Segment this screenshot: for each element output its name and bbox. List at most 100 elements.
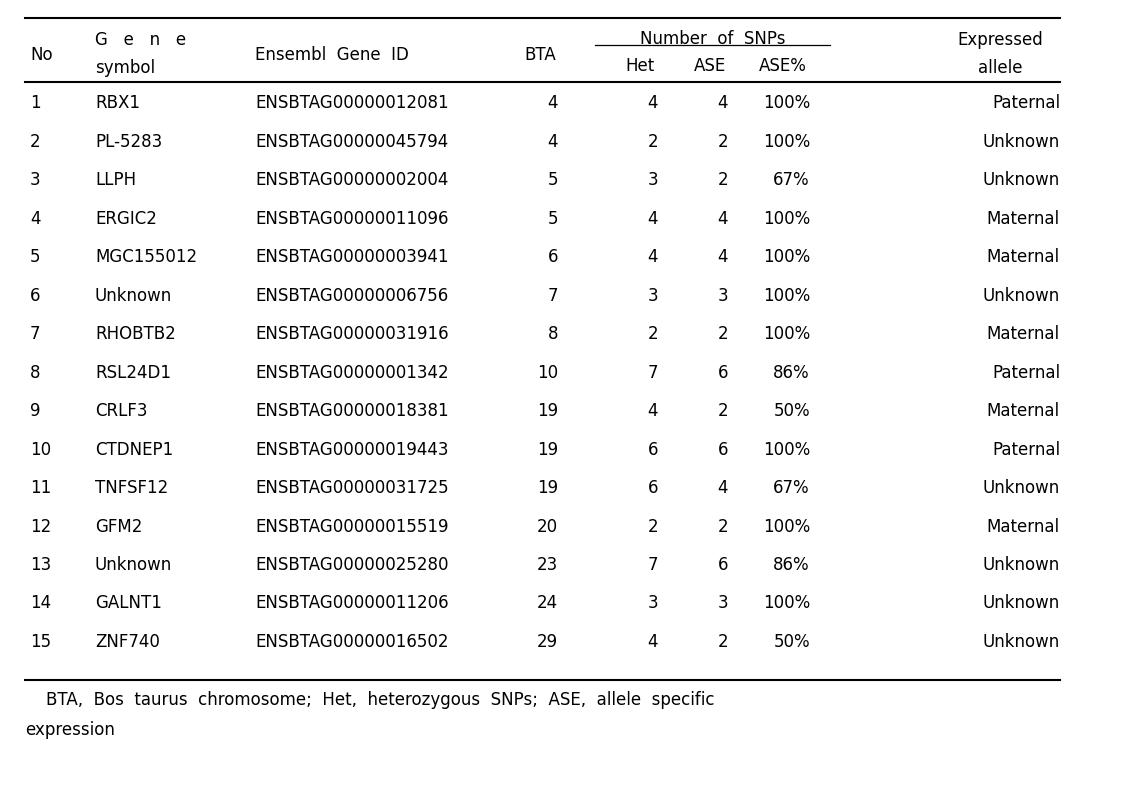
Text: 100%: 100% [763,325,810,343]
Text: Unknown: Unknown [982,633,1060,651]
Text: PL-5283: PL-5283 [96,132,163,151]
Text: 7: 7 [548,287,558,304]
Text: 4: 4 [647,210,658,228]
Text: Maternal: Maternal [987,248,1060,266]
Text: ERGIC2: ERGIC2 [96,210,157,228]
Text: ENSBTAG00000019443: ENSBTAG00000019443 [255,440,448,459]
Text: 67%: 67% [773,479,810,497]
Text: 3: 3 [717,287,728,304]
Text: ENSBTAG00000003941: ENSBTAG00000003941 [255,248,448,266]
Text: 100%: 100% [763,518,810,536]
Text: Unknown: Unknown [982,594,1060,612]
Text: 4: 4 [717,94,728,112]
Text: ENSBTAG00000025280: ENSBTAG00000025280 [255,556,448,574]
Text: 3: 3 [647,594,658,612]
Text: 7: 7 [647,556,658,574]
Text: 3: 3 [647,287,658,304]
Text: 9: 9 [30,402,41,420]
Text: 8: 8 [30,363,41,381]
Text: Maternal: Maternal [987,518,1060,536]
Text: 4: 4 [647,94,658,112]
Text: 3: 3 [30,171,41,189]
Text: MGC155012: MGC155012 [96,248,197,266]
Text: Ensembl  Gene  ID: Ensembl Gene ID [255,46,409,64]
Text: ENSBTAG00000012081: ENSBTAG00000012081 [255,94,449,112]
Text: 10: 10 [537,363,558,381]
Text: CTDNEP1: CTDNEP1 [96,440,173,459]
Text: Unknown: Unknown [96,287,172,304]
Text: 5: 5 [548,210,558,228]
Text: 100%: 100% [763,94,810,112]
Text: ENSBTAG00000011206: ENSBTAG00000011206 [255,594,449,612]
Text: 2: 2 [717,132,728,151]
Text: 4: 4 [647,633,658,651]
Text: 6: 6 [647,440,658,459]
Text: 4: 4 [548,132,558,151]
Text: ENSBTAG00000031725: ENSBTAG00000031725 [255,479,449,497]
Text: 6: 6 [647,479,658,497]
Text: 2: 2 [647,518,658,536]
Text: Het: Het [625,57,655,75]
Text: ENSBTAG00000031916: ENSBTAG00000031916 [255,325,449,343]
Text: ENSBTAG00000015519: ENSBTAG00000015519 [255,518,448,536]
Text: 19: 19 [537,402,558,420]
Text: Unknown: Unknown [982,171,1060,189]
Text: 6: 6 [717,363,728,381]
Text: 6: 6 [717,556,728,574]
Text: G   e   n   e: G e n e [96,31,186,49]
Text: ENSBTAG00000045794: ENSBTAG00000045794 [255,132,448,151]
Text: 86%: 86% [773,363,810,381]
Text: Paternal: Paternal [991,94,1060,112]
Text: 14: 14 [30,594,51,612]
Text: 100%: 100% [763,440,810,459]
Text: 2: 2 [717,633,728,651]
Text: Paternal: Paternal [991,363,1060,381]
Text: 6: 6 [30,287,41,304]
Text: 12: 12 [30,518,51,536]
Text: ASE: ASE [694,57,727,75]
Text: 100%: 100% [763,132,810,151]
Text: GALNT1: GALNT1 [96,594,161,612]
Text: 1: 1 [30,94,41,112]
Text: 13: 13 [30,556,51,574]
Text: 4: 4 [717,479,728,497]
Text: 4: 4 [548,94,558,112]
Text: GFM2: GFM2 [96,518,142,536]
Text: 3: 3 [647,171,658,189]
Text: Maternal: Maternal [987,402,1060,420]
Text: 100%: 100% [763,287,810,304]
Text: 3: 3 [717,594,728,612]
Text: 5: 5 [548,171,558,189]
Text: 11: 11 [30,479,51,497]
Text: symbol: symbol [96,59,155,77]
Text: 100%: 100% [763,248,810,266]
Text: Unknown: Unknown [96,556,172,574]
Text: RBX1: RBX1 [96,94,140,112]
Text: ENSBTAG00000016502: ENSBTAG00000016502 [255,633,448,651]
Text: 50%: 50% [773,402,810,420]
Text: 2: 2 [30,132,41,151]
Text: RHOBTB2: RHOBTB2 [96,325,176,343]
Text: ZNF740: ZNF740 [96,633,160,651]
Text: 20: 20 [537,518,558,536]
Text: expression: expression [25,721,115,739]
Text: ENSBTAG00000018381: ENSBTAG00000018381 [255,402,449,420]
Text: 8: 8 [548,325,558,343]
Text: 6: 6 [717,440,728,459]
Text: 4: 4 [717,248,728,266]
Text: 24: 24 [537,594,558,612]
Text: Number  of  SNPs: Number of SNPs [640,29,786,47]
Text: 50%: 50% [773,633,810,651]
Text: Maternal: Maternal [987,325,1060,343]
Text: 2: 2 [647,132,658,151]
Text: 5: 5 [30,248,41,266]
Text: 4: 4 [30,210,41,228]
Text: ENSBTAG00000006756: ENSBTAG00000006756 [255,287,448,304]
Text: 19: 19 [537,479,558,497]
Text: ENSBTAG00000002004: ENSBTAG00000002004 [255,171,448,189]
Text: 19: 19 [537,440,558,459]
Text: ENSBTAG00000001342: ENSBTAG00000001342 [255,363,449,381]
Text: RSL24D1: RSL24D1 [96,363,171,381]
Text: 2: 2 [717,325,728,343]
Text: Paternal: Paternal [991,440,1060,459]
